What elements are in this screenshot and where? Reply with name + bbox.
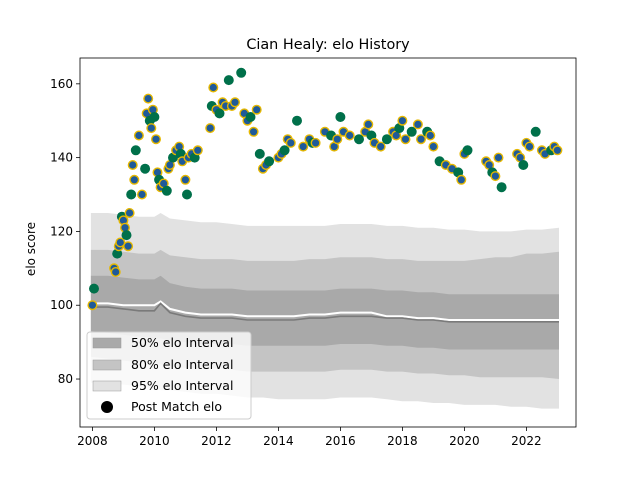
data-point bbox=[123, 241, 134, 252]
data-point bbox=[146, 123, 157, 134]
data-point bbox=[416, 134, 427, 145]
data-point bbox=[518, 159, 529, 170]
data-point bbox=[208, 82, 219, 93]
legend-marker-post-match bbox=[101, 401, 113, 413]
legend-label-post-match: Post Match elo bbox=[131, 399, 222, 414]
plot-frame bbox=[79, 57, 577, 428]
y-axis-title: elo score bbox=[24, 222, 38, 276]
data-point bbox=[298, 141, 309, 152]
x-tick-label: 2008 bbox=[77, 434, 108, 448]
data-point bbox=[292, 115, 303, 126]
data-point bbox=[150, 134, 161, 145]
data-point bbox=[110, 267, 121, 278]
data-point bbox=[245, 111, 256, 122]
data-point bbox=[381, 134, 392, 145]
interval-band-50 bbox=[90, 275, 560, 350]
data-point bbox=[192, 145, 203, 156]
data-point bbox=[412, 119, 423, 130]
data-point bbox=[524, 141, 535, 152]
data-point bbox=[180, 174, 191, 185]
data-point bbox=[363, 119, 374, 130]
data-point bbox=[130, 145, 141, 156]
y-tick-label: 120 bbox=[50, 224, 73, 238]
data-point bbox=[310, 137, 321, 148]
data-point bbox=[462, 145, 473, 156]
x-tick-label: 2012 bbox=[201, 434, 232, 448]
axes: 2008 2010 2012 2014 2016 2018 2020 2022 80 100 120… bbox=[50, 57, 577, 448]
legend-swatch-95 bbox=[92, 380, 122, 392]
data-point bbox=[456, 174, 467, 185]
legend-label-80: 80% elo Interval bbox=[131, 357, 233, 372]
data-point bbox=[181, 189, 192, 200]
legend-label-95: 95% elo Interval bbox=[131, 378, 233, 393]
mean-elo-line bbox=[90, 300, 559, 321]
data-point bbox=[332, 134, 343, 145]
x-tick-label: 2018 bbox=[387, 434, 418, 448]
data-point bbox=[133, 130, 144, 141]
data-point bbox=[129, 174, 140, 185]
data-point bbox=[490, 171, 501, 182]
data-point bbox=[88, 283, 99, 294]
x-tick-label: 2014 bbox=[263, 434, 294, 448]
data-point bbox=[161, 185, 172, 196]
data-point bbox=[552, 145, 563, 156]
data-point bbox=[136, 189, 147, 200]
data-point bbox=[425, 130, 436, 141]
data-point bbox=[143, 93, 154, 104]
median-elo-line bbox=[90, 302, 559, 323]
y-tick-label: 160 bbox=[50, 77, 73, 91]
data-point bbox=[124, 207, 135, 218]
data-point bbox=[126, 189, 137, 200]
data-point bbox=[354, 134, 365, 145]
data-point bbox=[236, 67, 247, 78]
data-point bbox=[285, 137, 296, 148]
data-point bbox=[493, 152, 504, 163]
data-point bbox=[335, 111, 346, 122]
data-point bbox=[140, 163, 151, 174]
data-point bbox=[264, 156, 275, 167]
data-point bbox=[279, 145, 290, 156]
data-point bbox=[229, 97, 240, 108]
data-point bbox=[214, 108, 225, 119]
data-point bbox=[205, 123, 216, 134]
data-point bbox=[121, 230, 132, 241]
y-tick-label: 100 bbox=[50, 298, 73, 312]
x-tick-label: 2022 bbox=[511, 434, 542, 448]
data-point bbox=[223, 75, 234, 86]
data-point bbox=[251, 104, 262, 115]
data-point bbox=[530, 126, 541, 137]
x-tick-label: 2020 bbox=[449, 434, 480, 448]
data-point bbox=[127, 159, 138, 170]
data-point bbox=[344, 130, 355, 141]
legend-swatch-50 bbox=[92, 337, 122, 349]
data-point bbox=[87, 300, 98, 311]
legend-frame bbox=[86, 331, 252, 420]
legend-label-50: 50% elo Interval bbox=[131, 335, 233, 350]
data-point bbox=[397, 115, 408, 126]
data-point bbox=[428, 141, 439, 152]
data-point bbox=[149, 111, 160, 122]
x-tick-label: 2016 bbox=[325, 434, 356, 448]
legend: 50% elo Interval 80% elo Interval 95% el… bbox=[86, 331, 252, 420]
data-point bbox=[400, 134, 411, 145]
x-tick-label: 2010 bbox=[139, 434, 170, 448]
y-tick-label: 140 bbox=[50, 151, 73, 165]
data-point bbox=[115, 237, 126, 248]
data-point bbox=[375, 141, 386, 152]
legend-swatch-80 bbox=[92, 359, 122, 371]
data-point bbox=[496, 182, 507, 193]
data-point bbox=[254, 148, 265, 159]
chart-title: Cian Healy: elo History bbox=[246, 37, 410, 53]
y-tick-label: 80 bbox=[58, 372, 73, 386]
data-point bbox=[248, 126, 259, 137]
data-point bbox=[406, 126, 417, 137]
